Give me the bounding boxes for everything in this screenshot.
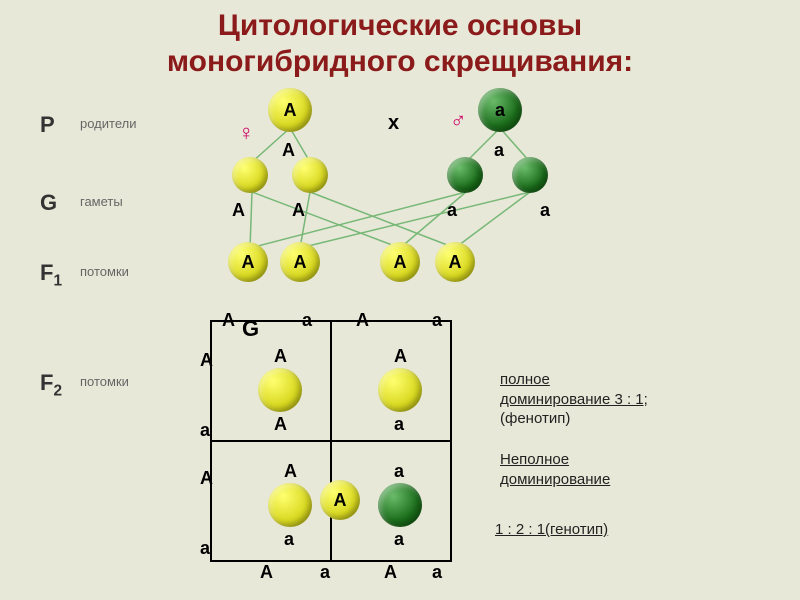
punnett-row0-top: A — [200, 350, 213, 371]
punnett-cell-3-bottom: a — [394, 529, 404, 550]
punnett-cell-0-bottom: A — [274, 414, 287, 435]
male-icon: ♂ — [450, 108, 467, 134]
punnett-row0-bottom: a — [200, 420, 210, 441]
punnett-col0-left: A — [222, 310, 235, 331]
gamete-m1 — [447, 157, 483, 193]
punnett-col1-right: a — [432, 310, 442, 331]
allele-label-Gf2: A — [292, 200, 305, 221]
allele-label-Gm1: a — [447, 200, 457, 221]
female-icon: ♀ — [238, 120, 255, 146]
f1-offspring-1: A — [228, 242, 268, 282]
punnett-cell-1-top: A — [394, 346, 407, 367]
allele-label-Gm2: a — [540, 200, 550, 221]
punnett-cell-2 — [268, 483, 312, 527]
punnett-col1-left: A — [356, 310, 369, 331]
punnett-cell-1-bottom: a — [394, 414, 404, 435]
row-desc-P: родители — [80, 116, 150, 131]
punnett-bottom-2: A — [384, 562, 397, 583]
gamete-m2 — [512, 157, 548, 193]
punnett-row1-top: A — [200, 468, 213, 489]
punnett-cell-3-top: a — [394, 461, 404, 482]
row-desc-F1: потомки — [80, 264, 150, 279]
title-line2: моногибридного скрещивания: — [167, 45, 633, 78]
allele-label-Pf_below: A — [282, 140, 295, 161]
punnett-cell-2-top: A — [284, 461, 297, 482]
row-desc-G: гаметы — [80, 194, 150, 209]
punnett-cell-1 — [378, 368, 422, 412]
punnett-cell-3 — [378, 483, 422, 527]
row-label-P: P — [40, 112, 55, 138]
row-desc-F2: потомки — [80, 374, 150, 389]
punnett-row1-bottom: a — [200, 538, 210, 559]
punnett-col0-right: a — [302, 310, 312, 331]
row-label-F1: F1 — [40, 260, 62, 290]
annotation-incomplete-dominance: Неполное доминирование — [500, 450, 610, 489]
gamete-f1 — [232, 157, 268, 193]
f1-offspring-2: A — [280, 242, 320, 282]
punnett-square — [210, 320, 452, 562]
row-label-F2: F2 — [40, 370, 62, 400]
punnett-bottom-0: A — [260, 562, 273, 583]
f1-offspring-4: A — [435, 242, 475, 282]
punnett-alt-0: A — [320, 480, 360, 520]
punnett-bottom-1: a — [320, 562, 330, 583]
allele-label-Pm_below: a — [494, 140, 504, 161]
punnett-g-label: G — [242, 316, 259, 342]
f1-offspring-3: A — [380, 242, 420, 282]
diagram-title: Цитологические основы моногибридного скр… — [0, 8, 800, 80]
parent-female-cell: A — [268, 88, 312, 132]
allele-label-Gf1: A — [232, 200, 245, 221]
annotation-full-dominance: полное доминирование 3 : 1; (фенотип) — [500, 370, 648, 429]
gamete-f2 — [292, 157, 328, 193]
row-label-G: G — [40, 190, 57, 216]
cross-symbol: x — [388, 112, 399, 135]
title-line1: Цитологические основы — [218, 9, 582, 42]
punnett-cell-2-bottom: a — [284, 529, 294, 550]
punnett-bottom-3: a — [432, 562, 442, 583]
punnett-cell-0 — [258, 368, 302, 412]
punnett-cell-0-top: A — [274, 346, 287, 367]
parent-male-cell: a — [478, 88, 522, 132]
annotation-ratio: 1 : 2 : 1(генотип) — [495, 520, 608, 540]
